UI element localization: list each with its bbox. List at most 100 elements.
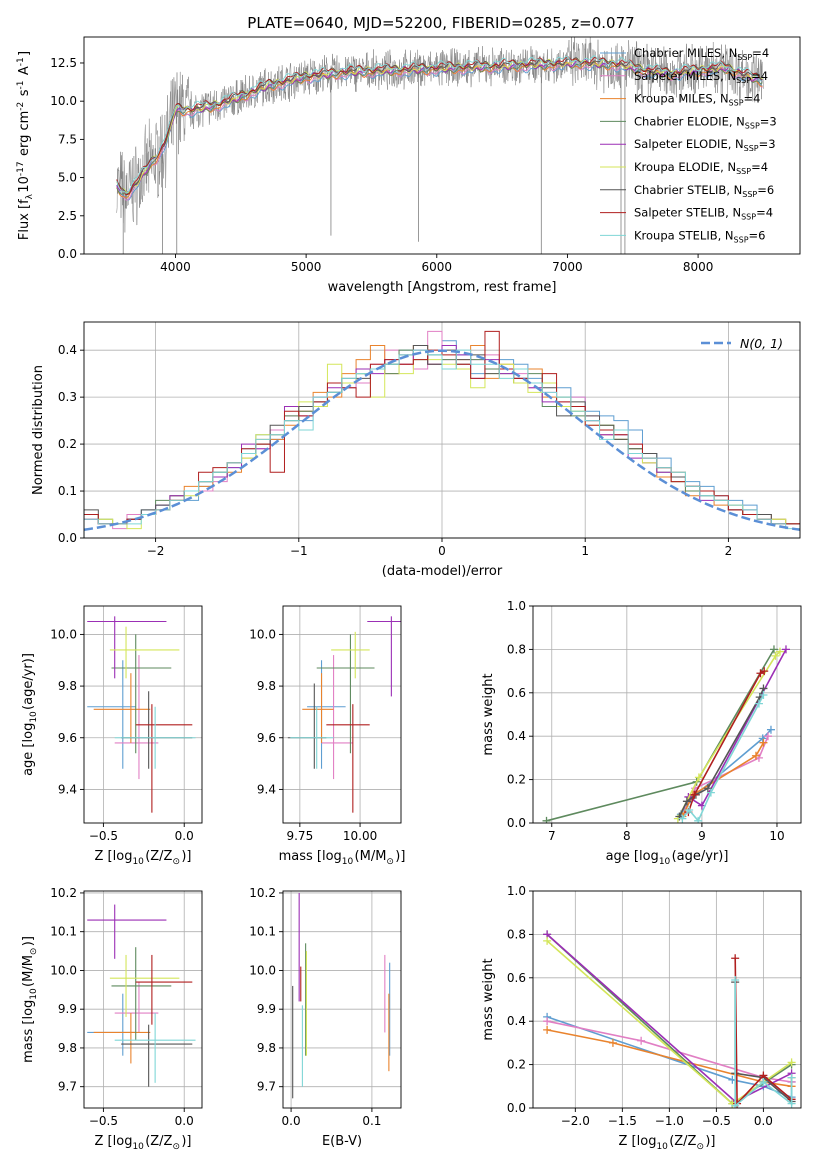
model-spectrum-line (116, 62, 763, 201)
plot-area (542, 645, 790, 823)
weight-point-marker (682, 797, 691, 806)
x-axis-label: wavelength [Angstrom, rest frame] (328, 280, 557, 295)
y-tick-label: 9.8 (58, 1041, 77, 1055)
x-tick-label: 0.0 (175, 1114, 194, 1128)
errorbar-point (109, 954, 180, 1017)
y-tick-label: 0.6 (507, 971, 526, 985)
y-tick-label: 10.1 (50, 925, 77, 939)
x-tick-label: 1 (581, 544, 589, 558)
x-axis-label: mass [log10 (M/M⊙ )] (279, 849, 406, 867)
y-tick-label: 0.2 (58, 437, 77, 451)
y-axis-label: mass [log10 (M/M⊙ )] (21, 936, 39, 1063)
y-axis-label: mass weight (481, 958, 496, 1040)
plot-area (84, 330, 800, 538)
weight-point-marker (754, 699, 763, 708)
errorbar-point (367, 616, 401, 697)
errorbar-point (331, 631, 370, 679)
weight-vs-metallicity-panel: −2.0 −1.5 −1.0 −0.5 0.0 0.0 0.2 0.4 0.6 0.8 1.0 Z [… (481, 884, 802, 1152)
axes-frame (83, 890, 203, 1109)
axes-frame (532, 605, 802, 824)
weight-point-marker (685, 805, 694, 814)
x-axis-label: age [log10 (age/yr)] (606, 849, 729, 867)
y-tick-label: 10.0 (249, 963, 276, 977)
y-tick-label: 7.5 (58, 132, 77, 146)
y-tick-label: 12.5 (50, 56, 77, 70)
weight-point-marker (760, 667, 769, 676)
errorbar-point (290, 706, 334, 769)
normal-curve (84, 349, 800, 532)
x-tick-label: −0.5 (702, 1114, 731, 1128)
spectrum-legend: Chabrier MILES, NSSP=4 Salpeter MILES, NS… (600, 46, 777, 244)
y-tick-label: 0.6 (507, 686, 526, 700)
y-tick-label: 0.3 (58, 390, 77, 404)
histogram-series (84, 349, 800, 538)
errorbar-point (87, 904, 167, 959)
legend-entry: Chabrier STELIB, NSSP=6 (634, 183, 774, 199)
y-tick-label: 5.0 (58, 171, 77, 185)
y-tick-label: 0.4 (507, 1014, 526, 1028)
age-vs-metallicity-panel: −0.5 0.0 9.4 9.6 9.8 10.0 Z [log10 (Z/Z⊙ )] age… (21, 605, 203, 867)
weight-point-marker (758, 734, 767, 743)
errorbar-point (316, 634, 375, 754)
legend-entry: Kroupa STELIB, NSSP=6 (634, 228, 765, 244)
model-spectrum-line (116, 57, 763, 195)
mass-vs-metallicity-panel: −0.5 0.0 9.7 9.8 9.9 10.0 10.1 10.2 Z [log10 (Z/… (21, 886, 203, 1152)
x-tick-label: 0.1 (362, 1114, 381, 1128)
weight-point-marker (731, 975, 740, 984)
weight-point-marker (543, 1025, 552, 1034)
legend-entry: Salpeter ELODIE, NSSP=3 (634, 137, 776, 153)
errorbar-point (135, 954, 193, 1025)
x-tick-label: 7000 (552, 260, 583, 274)
errorbar-point (321, 655, 353, 780)
y-tick-label: 1.0 (507, 884, 526, 898)
y-tick-label: 9.9 (58, 1002, 77, 1016)
y-tick-label: 9.8 (257, 1041, 276, 1055)
y-tick-label: 0.8 (507, 642, 526, 656)
errorbar-point (111, 947, 172, 1041)
x-tick-label: −0.5 (89, 1114, 118, 1128)
y-tick-label: 0.0 (507, 1101, 526, 1115)
weight-point-marker (731, 1101, 740, 1108)
x-tick-label: −2.0 (561, 1114, 590, 1128)
weight-point-marker (543, 936, 552, 945)
x-tick-label: −1 (290, 544, 308, 558)
data-spectrum-line (116, 37, 764, 233)
y-tick-label: 9.4 (257, 782, 276, 796)
weight-point-marker (678, 814, 687, 823)
x-tick-label: 9.75 (286, 829, 313, 843)
x-tick-label: 0 (438, 544, 446, 558)
x-axis-label: Z [log10 (Z/Z⊙ )] (95, 1134, 192, 1152)
y-tick-label: 1.0 (507, 599, 526, 613)
y-tick-label: 0.0 (58, 247, 77, 261)
model-spectrum-line (116, 55, 763, 194)
y-tick-label: 9.8 (58, 679, 77, 693)
y-axis-label: Flux [fλ 10-17 erg cm-2 s-1 A-1 ] (16, 51, 35, 240)
legend-entry: Chabrier ELODIE, NSSP=3 (634, 114, 777, 130)
y-tick-label: 10.0 (50, 627, 77, 641)
plot-area (116, 37, 764, 254)
y-tick-label: 0.2 (507, 1058, 526, 1072)
weight-point-marker (787, 1099, 796, 1108)
y-tick-label: 9.8 (257, 679, 276, 693)
weight-point-marker (706, 788, 715, 797)
y-tick-label: 0.0 (507, 816, 526, 830)
errorbar-point (135, 704, 193, 813)
spectrum-panel: 4000 5000 6000 7000 8000 0.0 2.5 5.0 7.5 10.0 12.5… (16, 36, 801, 295)
figure-title: PLATE=0640, MJD=52200, FIBERID=0285, z=0… (247, 14, 634, 32)
y-tick-label: 9.4 (58, 782, 77, 796)
y-axis-label: Normed distribution (31, 365, 46, 495)
weight-point-marker (759, 738, 768, 747)
y-tick-label: 0.2 (507, 773, 526, 787)
y-tick-label: 9.9 (257, 1002, 276, 1016)
errorbar-point (111, 634, 172, 754)
y-tick-label: 9.6 (58, 731, 77, 745)
x-tick-label: 5000 (291, 260, 322, 274)
plot-area (87, 616, 196, 813)
y-tick-label: 9.7 (257, 1080, 276, 1094)
errorbar-point (93, 1013, 151, 1064)
y-axis-label: mass weight (481, 673, 496, 755)
weight-point-marker (694, 816, 703, 823)
weight-series-line (734, 958, 793, 1106)
y-tick-label: 10.2 (249, 886, 276, 900)
